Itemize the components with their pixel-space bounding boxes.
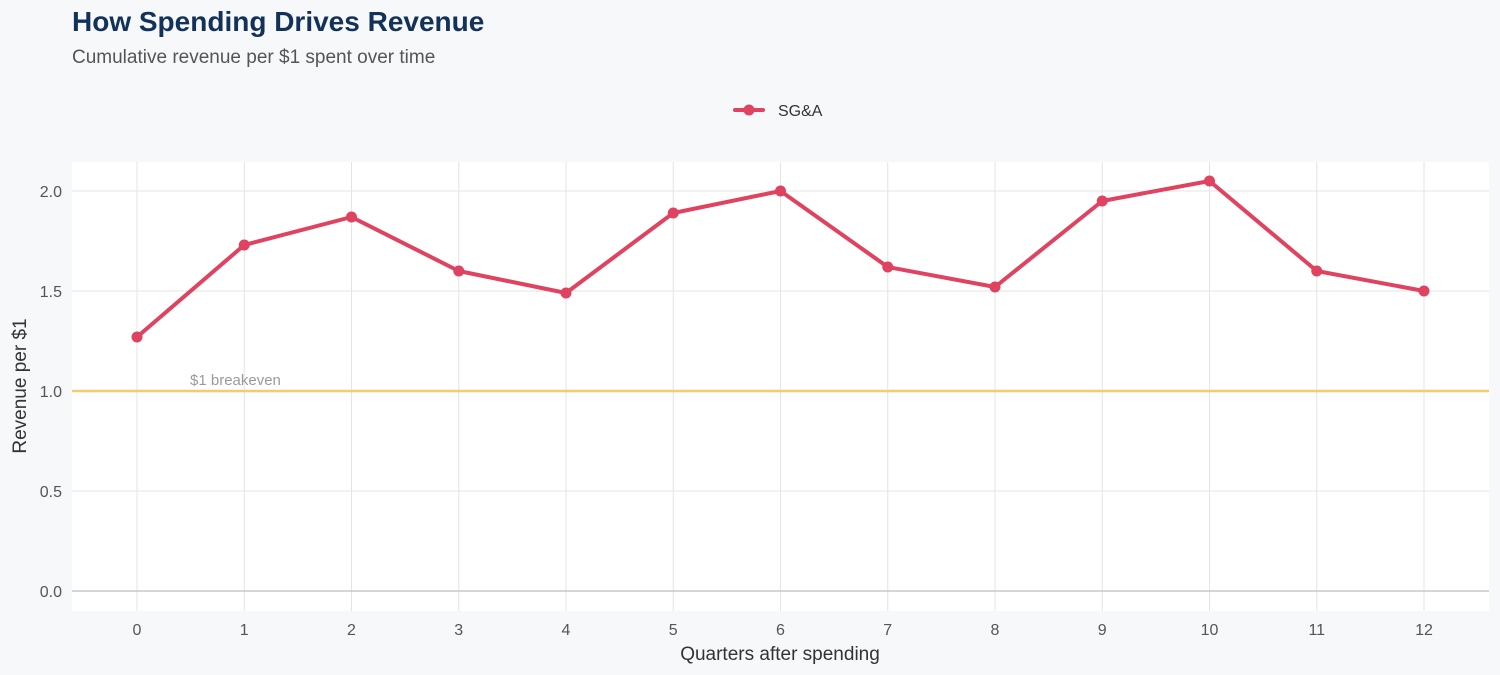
data-point: [453, 265, 465, 277]
data-point: [1204, 175, 1215, 187]
x-tick-label: 1: [240, 622, 249, 639]
x-tick-label: 6: [776, 622, 785, 639]
chart-title: How Spending Drives Revenue: [72, 6, 485, 37]
x-tick-label: 2: [347, 622, 356, 639]
x-tick-label: 3: [454, 622, 463, 639]
x-tick-label: 11: [1308, 622, 1325, 639]
data-point: [560, 287, 572, 299]
y-tick-label: 2.0: [40, 184, 62, 201]
x-tick-label: 7: [883, 622, 892, 639]
data-point: [238, 239, 250, 251]
x-tick-label: 0: [133, 622, 142, 639]
series-layer: [131, 175, 1430, 343]
data-point: [775, 185, 786, 197]
data-point: [667, 207, 679, 219]
y-axis-ticks: 0.0 0.5 1.0 1.5 2.0: [40, 184, 62, 601]
y-tick-label: 1.5: [40, 284, 62, 301]
data-point: [1096, 195, 1108, 207]
y-tick-label: 1.0: [40, 384, 62, 401]
x-tick-label: 4: [562, 622, 571, 639]
y-tick-label: 0.5: [40, 484, 62, 501]
legend-marker: [743, 104, 755, 116]
y-tick-label: 0.0: [40, 584, 62, 601]
data-point: [1311, 265, 1323, 277]
reference-line-group: $1 breakeven: [72, 372, 1489, 393]
data-point: [882, 261, 894, 273]
data-point: [131, 331, 143, 343]
data-point: [346, 211, 357, 223]
legend: SG&A: [733, 103, 823, 120]
breakeven-label: $1 breakeven: [190, 372, 281, 389]
data-point: [1418, 285, 1430, 297]
x-tick-label: 10: [1201, 622, 1219, 639]
legend-label: SG&A: [778, 103, 823, 120]
x-tick-label: 12: [1415, 622, 1433, 639]
x-tick-label: 9: [1098, 622, 1107, 639]
data-point: [989, 281, 1001, 293]
chart-subtitle: Cumulative revenue per $1 spent over tim…: [72, 47, 436, 68]
y-axis-title: Revenue per $1: [10, 318, 31, 453]
x-tick-label: 5: [669, 622, 678, 639]
x-axis-ticks: 0 1 2 3 4 5 6 7 8 9 10 11 12: [133, 622, 1433, 639]
x-tick-label: 8: [991, 622, 1000, 639]
x-axis-title: Quarters after spending: [680, 644, 880, 665]
